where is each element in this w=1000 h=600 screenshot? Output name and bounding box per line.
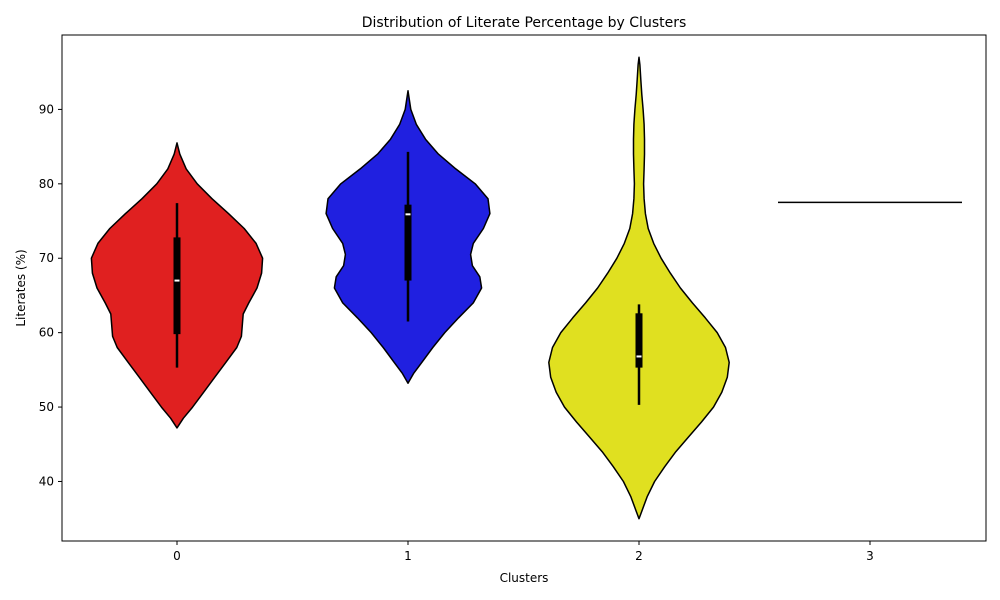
chart-title: Distribution of Literate Percentage by C… — [362, 15, 687, 31]
violin-iqr-box — [173, 237, 181, 335]
y-axis-label: Literates (%) — [14, 249, 28, 326]
plot-area — [90, 56, 962, 520]
plot-frame — [61, 34, 987, 542]
y-tick-label: 60 — [39, 326, 54, 340]
violin-iqr-box — [635, 313, 643, 368]
x-axis-label: Clusters — [500, 571, 549, 585]
violin-cluster-2 — [548, 56, 730, 520]
y-tick-label: 80 — [39, 177, 54, 191]
y-tick-label: 50 — [39, 400, 54, 414]
violin-body — [548, 56, 730, 520]
y-tick-label: 40 — [39, 474, 54, 488]
violin-iqr-box — [404, 204, 412, 281]
x-tick-label: 2 — [635, 549, 643, 563]
y-tick-label: 90 — [39, 102, 54, 116]
x-axis: 0 1 2 3 — [173, 541, 874, 563]
x-tick-label: 3 — [866, 549, 874, 563]
violin-cluster-1 — [325, 90, 491, 384]
y-axis: 40 50 60 70 80 90 — [39, 102, 62, 488]
y-tick-label: 70 — [39, 251, 54, 265]
violin-cluster-0 — [90, 142, 264, 429]
x-tick-label: 1 — [404, 549, 412, 563]
x-tick-label: 0 — [173, 549, 181, 563]
